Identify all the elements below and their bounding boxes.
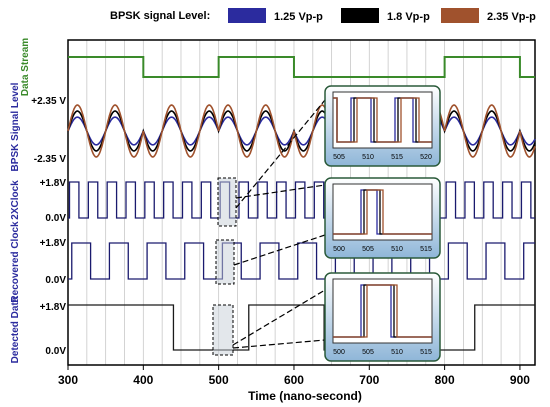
- zoom-detected-tick-3: 515: [420, 349, 432, 356]
- zoom-2xclock: 500 505 510 515: [324, 177, 441, 259]
- tick-recovered-bottom: 0.0V: [45, 275, 66, 286]
- zoom-2xclock-tick-1: 505: [362, 246, 374, 253]
- panel-labels: Data Stream BPSK Signal Level 2XClock Re…: [10, 38, 31, 364]
- zoom-detected-tick-2: 510: [391, 349, 403, 356]
- zoom-2xclock-tick-3: 515: [420, 246, 432, 253]
- legend-swatch-3: [441, 8, 479, 23]
- panel-label-detected-data: Detected Data: [10, 296, 21, 363]
- series-data-stream: [68, 56, 535, 78]
- legend-swatch-1: [228, 8, 266, 23]
- waveforms: [67, 56, 536, 351]
- zoom-markers: [212, 99, 326, 356]
- connector-5: [232, 339, 326, 349]
- series-2xclock: [68, 181, 535, 219]
- connector-3: [233, 234, 326, 266]
- panel-label-recovered-clock: Recovered Clock: [10, 221, 21, 303]
- zoom-detected-tick-1: 505: [362, 349, 374, 356]
- legend-label-3: 2.35 Vp-p: [487, 11, 536, 23]
- series-bpsk-2: [67, 104, 536, 158]
- x-tick-label-6: 900: [510, 373, 530, 387]
- x-tick-label-1: 400: [133, 373, 153, 387]
- panel-label-data-stream: Data Stream: [20, 38, 31, 96]
- legend-title: BPSK signal Level:: [110, 10, 210, 22]
- tick-bpsk-bottom: -2.35 V: [34, 154, 67, 165]
- x-axis-label: Time (nano-second): [248, 389, 362, 403]
- tick-recovered-top: +1.8V: [40, 238, 67, 249]
- series-detected-data: [68, 304, 535, 351]
- zoom-bpsk-tick-2: 515: [391, 154, 403, 161]
- zoom-detected-plot: [332, 278, 433, 344]
- panel-label-bpsk: BPSK Signal Level: [10, 82, 21, 171]
- legend-swatch-2: [341, 8, 379, 23]
- x-tick-labels: 300 400 500 600 700 800 900: [58, 365, 530, 387]
- series-recovered-clock: [68, 242, 535, 280]
- x-tick-label-0: 300: [58, 373, 78, 387]
- zoom-box-recovered: [215, 239, 235, 285]
- zoom-detected-trace-2: [333, 284, 432, 338]
- tick-bpsk-top: +2.35 V: [31, 96, 66, 107]
- legend-label-2: 1.8 Vp-p: [387, 11, 430, 23]
- zoom-bpsk-trace-2: [333, 97, 432, 143]
- insets: 505 510 515 520 500 505 510 515 500 505 510 515: [324, 85, 441, 362]
- legend: BPSK signal Level: 1.25 Vp-p 1.8 Vp-p 2.…: [110, 8, 536, 23]
- zoom-bpsk-tick-0: 505: [333, 154, 345, 161]
- plot-frame: [67, 39, 536, 366]
- zoom-box-detected: [212, 304, 234, 356]
- zoom-2xclock-tick-2: 510: [391, 246, 403, 253]
- tick-2xclock-top: +1.8V: [40, 178, 67, 189]
- connector-1: [235, 99, 326, 209]
- tick-detected-top: +1.8V: [40, 302, 67, 313]
- x-tick-label-4: 700: [359, 373, 379, 387]
- tick-2xclock-bottom: 0.0V: [45, 213, 66, 224]
- zoom-2xclock-trace-2: [333, 189, 432, 235]
- x-tick-label-3: 600: [284, 373, 304, 387]
- zoom-detected: 500 505 510 515: [324, 272, 441, 362]
- connector-4: [232, 289, 326, 346]
- zoom-2xclock-tick-0: 500: [333, 246, 345, 253]
- panel-label-2xclock: 2XClock: [10, 180, 21, 220]
- x-tick-label-2: 500: [209, 373, 229, 387]
- zoom-box-2xclock: [217, 177, 237, 227]
- tick-detected-bottom: 0.0V: [45, 346, 66, 357]
- legend-label-1: 1.25 Vp-p: [274, 11, 323, 23]
- zoom-bpsk-plot: [332, 91, 433, 149]
- connector-2: [235, 184, 326, 199]
- y-tick-labels: +2.35 V -2.35 V +1.8V 0.0V +1.8V 0.0V +1…: [31, 96, 66, 357]
- x-tick-label-5: 800: [435, 373, 455, 387]
- zoom-bpsk-tick-3: 520: [420, 154, 432, 161]
- zoom-bpsk-tick-1: 510: [362, 154, 374, 161]
- zoom-bpsk: 505 510 515 520: [324, 85, 441, 167]
- zoom-detected-tick-0: 500: [333, 349, 345, 356]
